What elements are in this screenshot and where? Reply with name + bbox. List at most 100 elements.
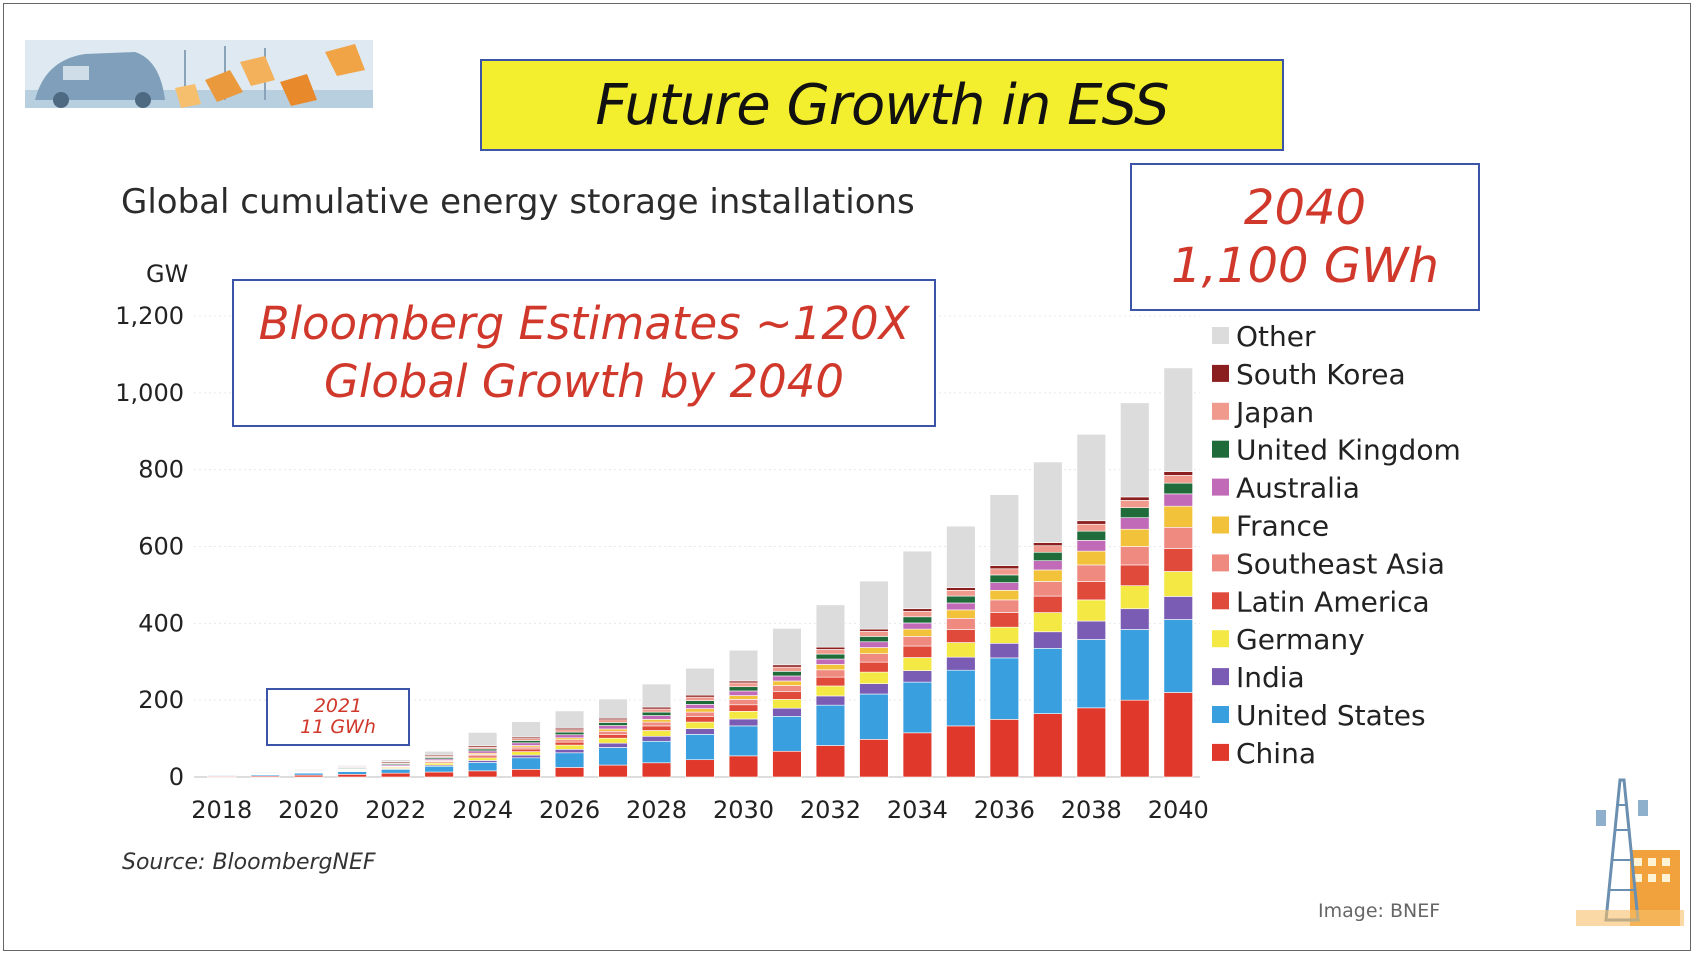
- x-tick-label: 2026: [539, 796, 600, 824]
- bar-segment: [902, 681, 933, 734]
- bar-segment: [1076, 523, 1106, 532]
- legend-swatch: [1212, 592, 1229, 610]
- bar-segment: [337, 765, 367, 767]
- bar-segment: [772, 664, 802, 668]
- bar-segment: [772, 699, 802, 709]
- bar-segment: [424, 765, 454, 773]
- bar-segment: [511, 769, 541, 778]
- bar-segment: [1076, 530, 1106, 541]
- bar-segment: [902, 628, 933, 637]
- bar-segment: [989, 494, 1019, 567]
- bar-segment: [511, 740, 541, 744]
- bar-segment: [902, 622, 933, 630]
- bar-segment: [685, 759, 715, 778]
- y-tick-label: 200: [138, 686, 184, 714]
- bar-segment: [685, 716, 715, 723]
- bar-segment: [859, 653, 889, 663]
- callout-2021-year: 2021: [313, 695, 363, 717]
- callout-growth-line-1: Bloomberg Estimates ~120X: [258, 297, 910, 350]
- legend-label: South Korea: [1236, 358, 1406, 391]
- legend-label: Japan: [1234, 396, 1314, 429]
- bar-segment: [772, 716, 802, 752]
- bar-segment: [989, 643, 1019, 659]
- bar-segment: [1033, 612, 1063, 633]
- callout-2040-year: 2040: [1243, 180, 1367, 236]
- legend-swatch: [1212, 706, 1229, 723]
- bar-segment: [1120, 629, 1150, 701]
- bar-segment: [989, 599, 1019, 613]
- bar-segment: [946, 525, 976, 588]
- bar-segment: [902, 732, 933, 778]
- bar-segment: [1163, 526, 1193, 549]
- bar-segment: [989, 719, 1019, 778]
- chart-title: Global cumulative energy storage install…: [121, 182, 915, 222]
- legend-label: Other: [1236, 320, 1316, 353]
- bar-segment: [641, 721, 672, 727]
- bar-segment: [554, 731, 585, 736]
- bar-segment: [1033, 560, 1063, 571]
- bar-segment: [859, 628, 889, 632]
- bar-segment: [815, 649, 846, 655]
- bar-segment: [772, 707, 802, 717]
- bar-segment: [815, 658, 846, 665]
- bar-segment: [641, 715, 672, 720]
- bar-segment: [859, 683, 889, 695]
- bar-segment: [815, 704, 846, 746]
- bar-segment: [685, 696, 715, 701]
- bar-segment: [554, 744, 585, 750]
- bar-segment: [598, 722, 628, 726]
- bar-segment: [728, 704, 759, 712]
- bar-segment: [946, 725, 976, 778]
- bar-segment: [641, 730, 672, 737]
- bar-segment: [598, 698, 628, 719]
- bar-segment: [1076, 581, 1106, 601]
- bar-segment: [1120, 496, 1150, 501]
- bar-segment: [1120, 528, 1150, 547]
- bar-segment: [815, 695, 846, 706]
- legend-label: France: [1236, 510, 1329, 543]
- bar-segment: [641, 683, 672, 708]
- image-credit: Image: BNEF: [1318, 900, 1441, 922]
- bar-segment: [772, 666, 802, 672]
- tower-illustration: [1576, 778, 1684, 926]
- bar-segment: [772, 685, 802, 693]
- bar-segment: [1033, 569, 1063, 582]
- x-tick-label: 2018: [191, 796, 252, 824]
- x-tick-label: 2040: [1148, 796, 1209, 824]
- bar-segment: [467, 732, 498, 747]
- y-tick-label: 1,000: [115, 379, 184, 407]
- bar-segment: [946, 656, 976, 671]
- bar-segment: [685, 700, 715, 705]
- bar-segment: [1163, 367, 1193, 472]
- x-tick-label: 2020: [278, 796, 339, 824]
- bar-segment: [1033, 551, 1063, 562]
- callout-2021: 2021 11 GWh: [266, 688, 410, 746]
- bar-segment: [685, 711, 715, 717]
- bar-segment: [946, 589, 976, 597]
- legend-label: Australia: [1236, 472, 1360, 505]
- bar-segment: [902, 608, 933, 612]
- bar-segment: [902, 636, 933, 647]
- bar-segment: [554, 767, 585, 778]
- bar-segment: [641, 725, 672, 731]
- bar-segment: [1120, 402, 1150, 498]
- bar-segment: [728, 755, 759, 778]
- bar-segment: [859, 631, 889, 637]
- bar-segment: [511, 742, 541, 746]
- legend-swatch: [1212, 402, 1229, 420]
- bar-segment: [1163, 571, 1193, 597]
- x-tick-label: 2028: [626, 796, 687, 824]
- bar-segment: [1163, 475, 1193, 484]
- y-tick-label: 400: [138, 609, 184, 637]
- bar-segment: [1033, 545, 1063, 553]
- bar-segment: [1076, 599, 1106, 622]
- bar-segment: [989, 565, 1019, 570]
- bar-segment: [598, 764, 628, 778]
- bar-segment: [815, 676, 846, 687]
- bar-segment: [859, 641, 889, 648]
- bar-segment: [1120, 699, 1150, 778]
- bar-segment: [772, 750, 802, 778]
- bar-segment: [337, 771, 367, 775]
- bar-segment: [467, 757, 498, 761]
- bar-segment: [989, 574, 1019, 583]
